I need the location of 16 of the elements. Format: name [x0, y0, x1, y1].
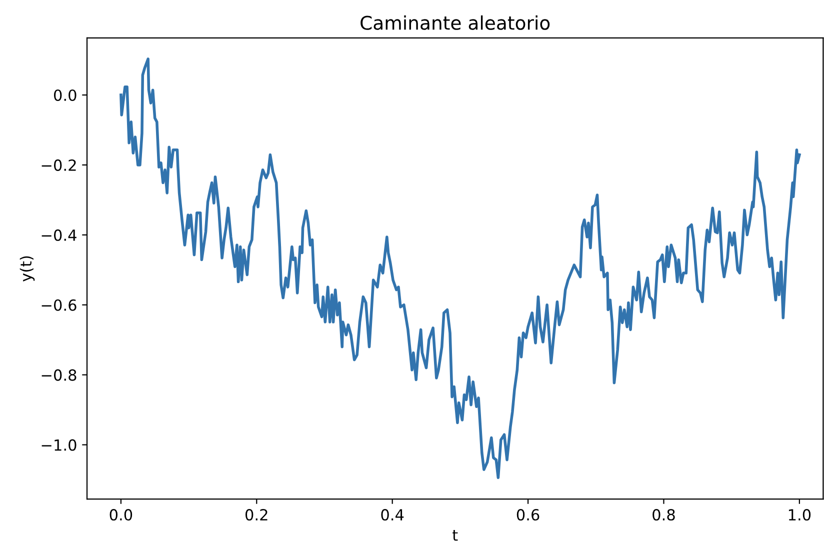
y-tick-label: 0.0 — [54, 89, 76, 102]
y-axis-title: y(t) — [20, 256, 35, 282]
y-tick-label: −0.8 — [42, 369, 76, 381]
x-tick-label: 0.0 — [110, 509, 132, 521]
x-axis-title: t — [452, 530, 458, 541]
y-tick-label: −0.2 — [42, 159, 76, 171]
x-tick-label: 0.8 — [652, 509, 675, 521]
y-tick-label: −0.4 — [42, 229, 76, 241]
x-tick-label: 0.2 — [245, 509, 268, 521]
y-tick-label: −1.0 — [42, 439, 76, 451]
chart-title: Caminante aleatorio — [360, 15, 550, 30]
x-tick-label: 1.0 — [788, 509, 811, 521]
line-series — [120, 58, 801, 480]
y-tick-label: −0.6 — [42, 299, 76, 311]
x-tick-label: 0.6 — [516, 509, 540, 521]
x-tick-label: 0.4 — [381, 509, 404, 521]
